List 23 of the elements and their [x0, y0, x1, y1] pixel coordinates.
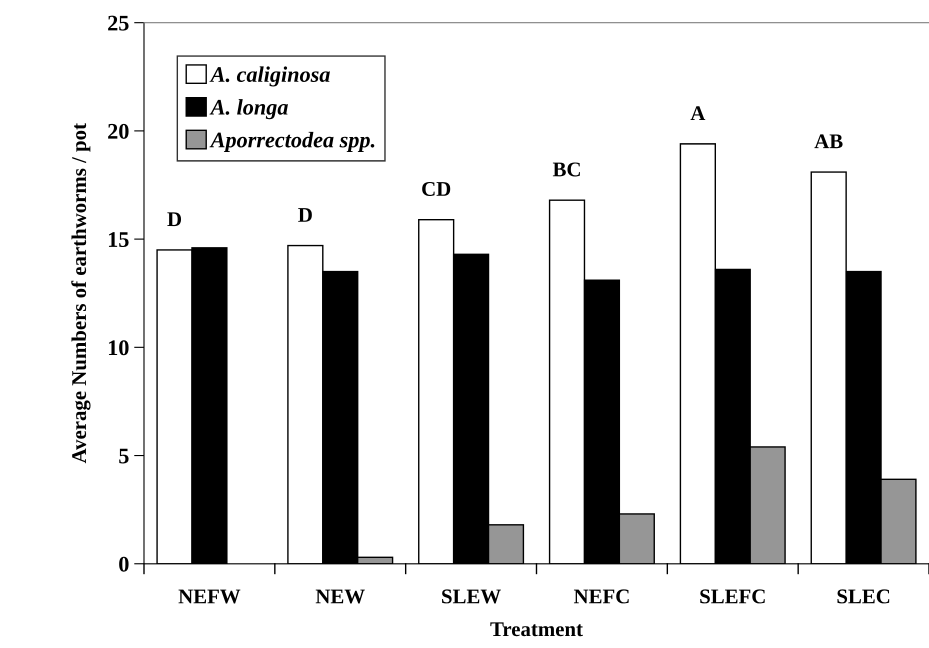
y-tick-label: 10 [108, 340, 129, 356]
x-tick-label: NEFC [574, 589, 629, 604]
annotation: D [298, 208, 312, 222]
legend-label: A. caliginosa [210, 66, 330, 87]
annotation: D [167, 212, 182, 226]
x-tick-label: NEW [316, 590, 365, 604]
x-axis-title: Treatment [490, 622, 583, 636]
legend-label: A. longa [210, 99, 288, 120]
y-tick-label: 20 [108, 124, 129, 139]
y-tick-label: 15 [108, 232, 129, 248]
x-tick-label: NEFW [178, 590, 240, 604]
y-tick-label: 5 [119, 448, 129, 464]
annotation: A [690, 106, 706, 120]
y-tick-label: 0 [119, 556, 129, 572]
x-tick-label: SLEFC [700, 589, 765, 604]
y-tick-label: 25 [108, 16, 129, 31]
x-tick-label: SLEW [442, 589, 501, 604]
annotation: CD [422, 182, 450, 196]
y-axis-title: Average Numbers of earthworms / pot [71, 123, 91, 464]
annotation: BC [552, 162, 580, 176]
x-tick-label: SLEC [837, 589, 890, 604]
legend-label: Aporrectodea spp. [210, 132, 374, 152]
annotation: AB [814, 134, 843, 148]
